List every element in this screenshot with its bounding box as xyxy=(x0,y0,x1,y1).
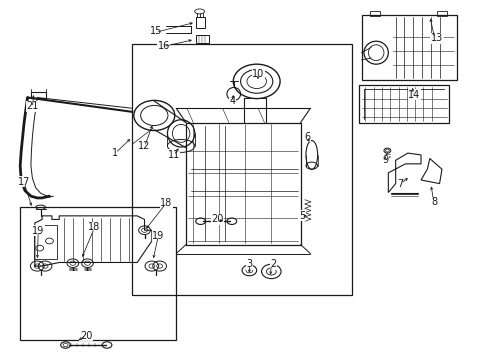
Text: 1: 1 xyxy=(112,148,118,158)
Text: 21: 21 xyxy=(26,102,39,112)
Bar xyxy=(369,12,379,16)
Text: 19: 19 xyxy=(32,226,44,236)
Text: 6: 6 xyxy=(304,132,310,142)
Text: 10: 10 xyxy=(251,69,264,79)
Text: 18: 18 xyxy=(160,198,172,208)
Bar xyxy=(358,85,448,123)
Text: 2: 2 xyxy=(270,259,276,269)
Bar xyxy=(436,12,446,16)
Text: 3: 3 xyxy=(246,259,252,269)
Text: 20: 20 xyxy=(80,331,92,341)
Text: 8: 8 xyxy=(431,197,437,207)
Text: 9: 9 xyxy=(382,155,388,165)
Text: 5: 5 xyxy=(298,211,305,221)
Text: 14: 14 xyxy=(407,90,420,100)
Bar xyxy=(195,17,205,28)
Text: 20: 20 xyxy=(211,215,224,224)
Bar xyxy=(195,35,209,43)
Text: 13: 13 xyxy=(430,33,442,43)
Text: 15: 15 xyxy=(149,26,162,36)
Text: 7: 7 xyxy=(397,179,403,189)
Bar xyxy=(132,44,351,295)
Bar xyxy=(31,92,46,98)
Text: 16: 16 xyxy=(158,41,170,50)
Text: 19: 19 xyxy=(152,231,164,240)
Text: 4: 4 xyxy=(229,96,235,106)
Text: 12: 12 xyxy=(138,141,150,151)
Bar xyxy=(20,207,176,339)
Text: 11: 11 xyxy=(167,150,180,160)
Text: 17: 17 xyxy=(18,177,30,187)
Text: 18: 18 xyxy=(88,222,100,232)
Bar xyxy=(361,15,456,80)
